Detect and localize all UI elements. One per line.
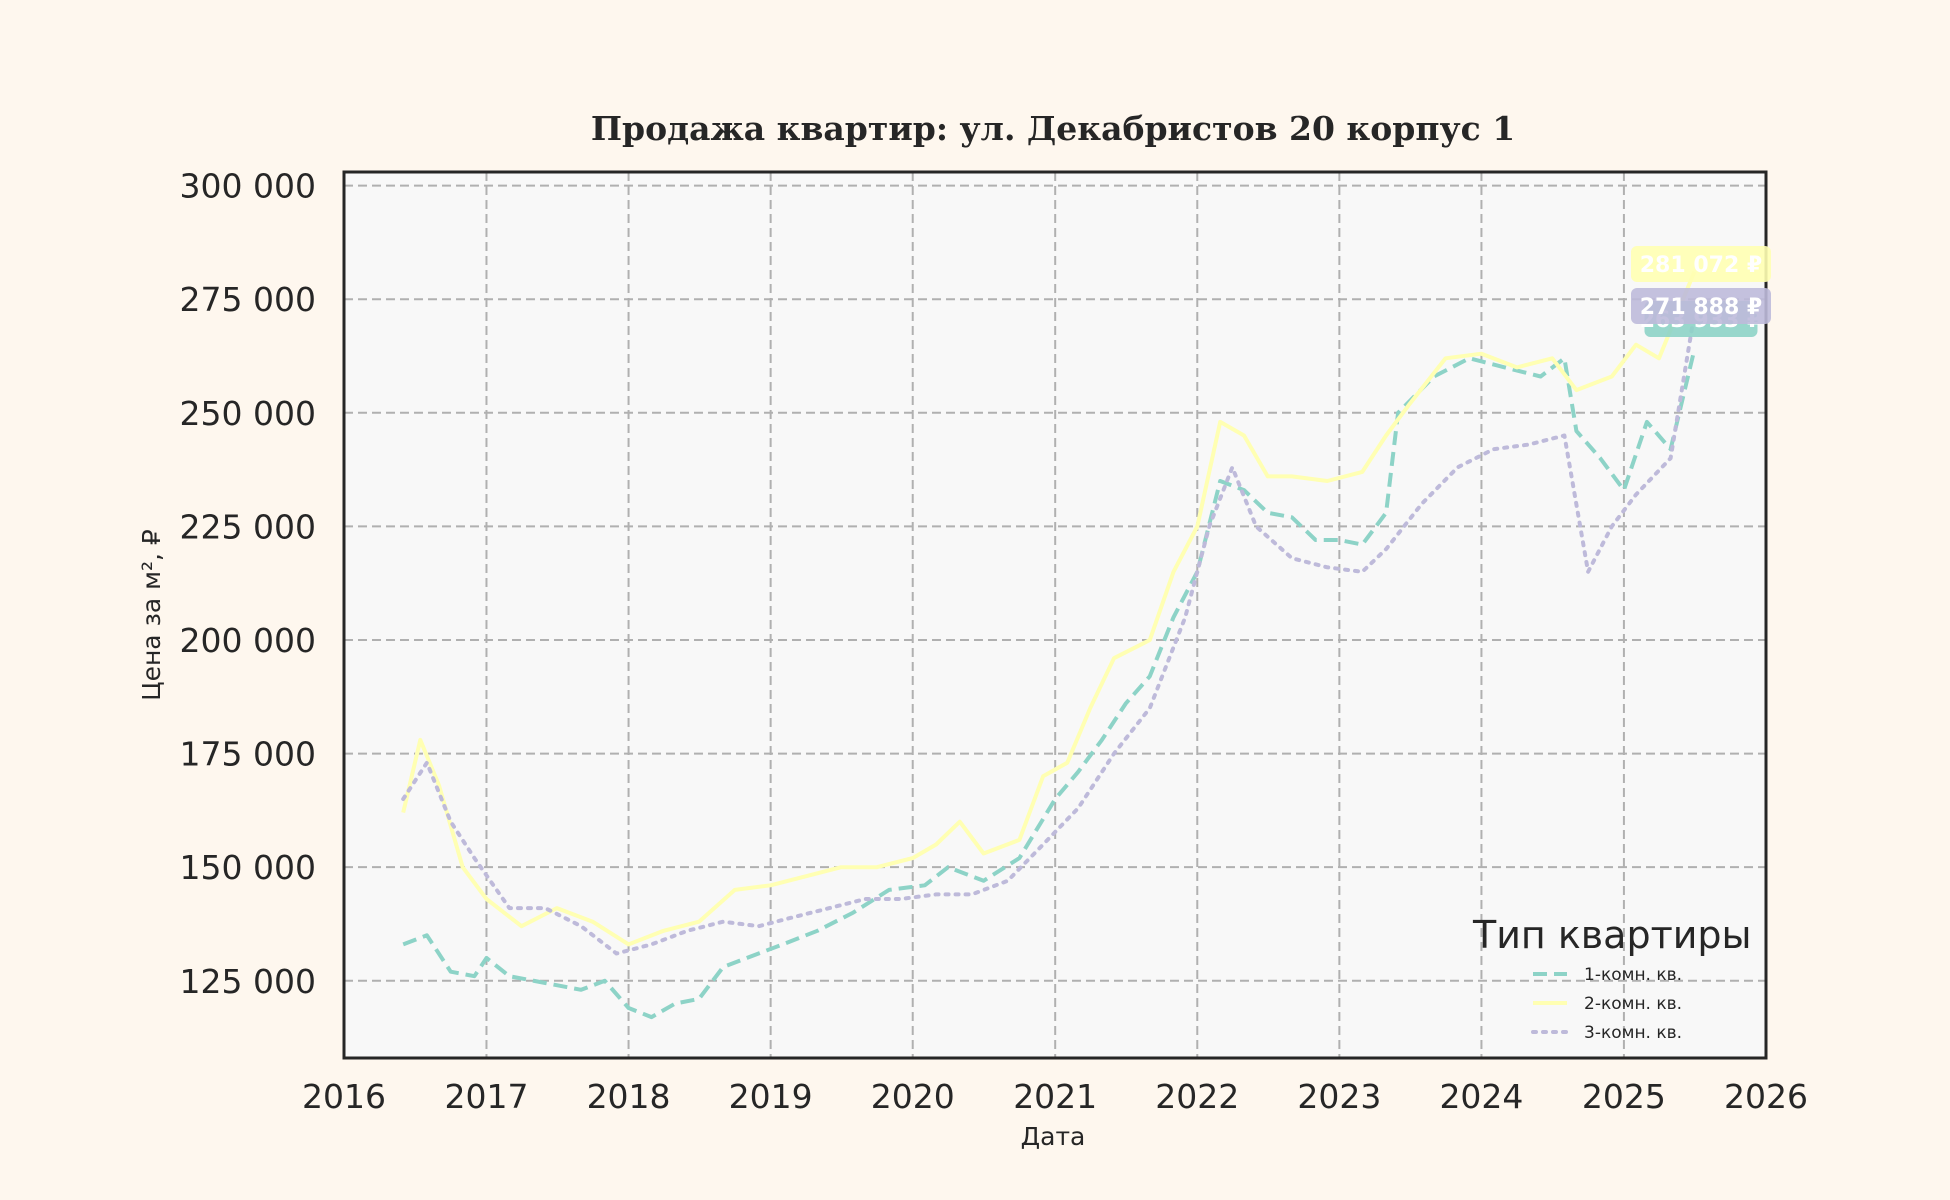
x-tick-label: 2024 <box>1439 1077 1523 1116</box>
y-tick-label: 225 000 <box>180 507 316 546</box>
x-tick-label: 2017 <box>444 1077 528 1116</box>
chart-title: Продажа квартир: ул. Декабристов 20 корп… <box>591 109 1515 148</box>
end-labels: 263 933 ₽271 888 ₽281 072 ₽ <box>1631 246 1771 337</box>
legend-items: 1-комн. кв. 2-комн. кв. 3-комн. кв. <box>1531 965 1682 1043</box>
y-axis-ticks: 125 000 150 000 175 000 200 000 225 000 250 0… <box>180 167 316 1001</box>
series-line-1 <box>402 349 1697 1020</box>
legend-label-1: 1-комн. кв. <box>1584 965 1682 985</box>
legend-label-2: 2-комн. кв. <box>1584 994 1682 1014</box>
series-line-2 <box>401 270 1697 947</box>
x-tick-label: 2018 <box>587 1077 671 1116</box>
y-tick-label: 250 000 <box>180 394 316 433</box>
y-tick-label: 275 000 <box>180 280 316 319</box>
y-tick-label: 200 000 <box>180 621 316 660</box>
x-tick-label: 2016 <box>302 1077 386 1116</box>
y-tick-label: 150 000 <box>180 848 316 887</box>
x-axis-label: Дата <box>1021 1122 1086 1151</box>
legend-label-3: 3-комн. кв. <box>1584 1023 1682 1043</box>
series-layer <box>401 270 1697 1020</box>
x-tick-label: 2020 <box>871 1077 955 1116</box>
x-tick-label: 2019 <box>729 1077 813 1116</box>
x-tick-label: 2025 <box>1582 1077 1666 1116</box>
x-tick-label: 2022 <box>1155 1077 1239 1116</box>
y-axis-label: Цена за м², ₽ <box>137 529 166 701</box>
end-label-3: 271 888 ₽ <box>1640 295 1762 320</box>
y-tick-label: 300 000 <box>180 167 316 206</box>
y-tick-label: 175 000 <box>180 735 316 774</box>
legend-title: Тип квартиры <box>1472 913 1752 957</box>
end-label-2: 281 072 ₽ <box>1640 253 1762 278</box>
x-tick-label: 2021 <box>1013 1077 1097 1116</box>
end-label-box-2 <box>1631 246 1771 282</box>
end-label-box-3 <box>1631 288 1771 324</box>
legend: Тип квартиры 1-комн. кв. 2-комн. кв. 3-ком… <box>1472 913 1752 1043</box>
y-tick-label: 125 000 <box>180 962 316 1001</box>
x-tick-label: 2026 <box>1724 1077 1808 1116</box>
plot-frame <box>342 170 1768 1060</box>
series-line-3 <box>401 311 1697 956</box>
x-axis-ticks: 2016 2017 2018 2019 2020 2021 2022 2023 2024 2025… <box>302 1077 1808 1116</box>
x-tick-label: 2023 <box>1297 1077 1381 1116</box>
